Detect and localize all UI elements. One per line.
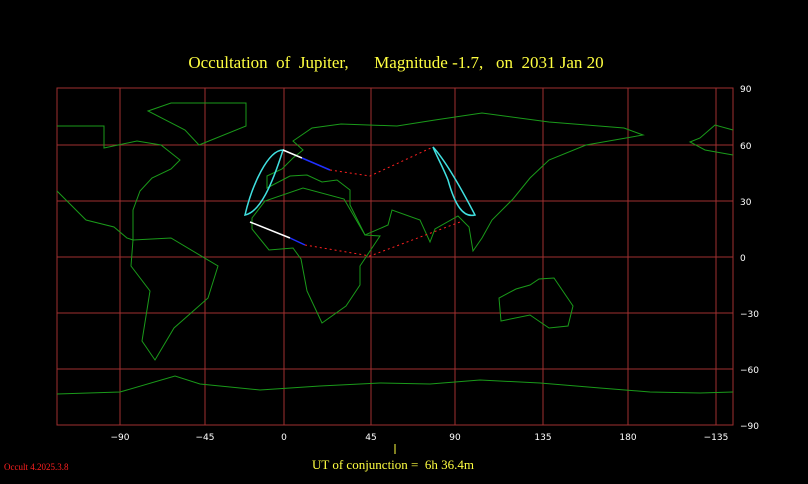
- latitude-label: 30: [740, 198, 752, 208]
- twilight-limit: [289, 237, 306, 246]
- night-limit: [329, 146, 434, 177]
- visibility-curve: [432, 146, 477, 217]
- daylight-limit: [282, 149, 303, 159]
- latitude-label: 0: [740, 254, 746, 264]
- latitude-labels: 90 60 30 0 −30 −60 −90: [740, 85, 759, 432]
- north-america: [56, 125, 181, 241]
- longitude-label: 0: [281, 433, 287, 443]
- daylight-limit: [249, 221, 291, 239]
- greenland: [146, 102, 247, 146]
- longitude-label: −135: [704, 433, 729, 443]
- antarctica: [56, 375, 734, 395]
- africa: [251, 187, 381, 324]
- latitude-label: −30: [740, 310, 759, 320]
- occultation-paths: [244, 146, 477, 257]
- eurasia: [266, 112, 645, 253]
- longitude-labels: −90 −45 0 45 90 135 180 −135: [111, 433, 729, 443]
- longitude-label: 135: [534, 433, 551, 443]
- coastlines: [56, 102, 734, 395]
- longitude-label: −45: [196, 433, 215, 443]
- longitude-label: −90: [111, 433, 130, 443]
- version: Occult 4.2025.3.8: [4, 462, 69, 472]
- longitude-label: 90: [449, 433, 461, 443]
- latitude-label: 90: [740, 85, 752, 95]
- south-america: [130, 237, 219, 361]
- conjunction-time: UT of conjunction = 6h 36.4m: [312, 457, 474, 472]
- latitude-label: −60: [740, 366, 759, 376]
- longitude-label: 45: [365, 433, 376, 443]
- twilight-limit: [301, 157, 331, 171]
- alaska: [688, 124, 734, 156]
- night-limit: [304, 221, 461, 257]
- australia: [498, 277, 574, 329]
- graticule: [56, 87, 734, 426]
- latitude-label: 60: [740, 142, 752, 152]
- longitude-label: 180: [619, 433, 636, 443]
- visibility-curve: [244, 149, 285, 216]
- map-title: Occultation of Jupiter, Magnitude -1.7, …: [188, 53, 603, 72]
- latitude-label: −90: [740, 422, 759, 432]
